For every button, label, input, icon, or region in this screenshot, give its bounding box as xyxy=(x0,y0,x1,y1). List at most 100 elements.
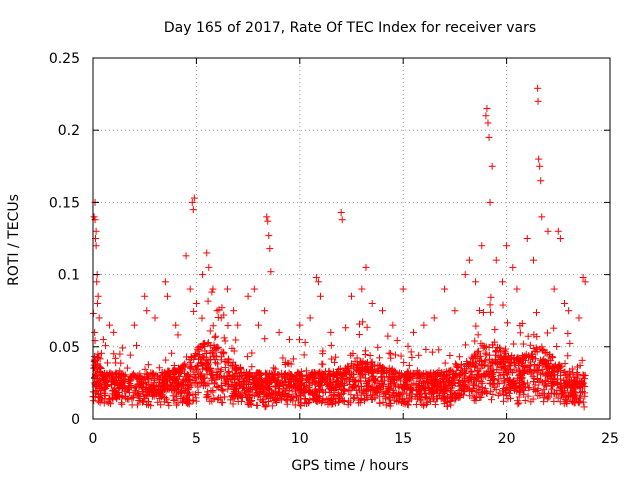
data-point xyxy=(283,384,291,392)
data-point xyxy=(349,375,357,383)
data-point-outlier xyxy=(90,213,98,221)
data-point xyxy=(518,374,526,382)
data-point xyxy=(470,394,478,402)
data-point xyxy=(486,380,494,388)
data-point xyxy=(419,379,427,387)
data-point xyxy=(224,375,232,383)
data-point xyxy=(123,395,131,403)
data-point xyxy=(471,337,479,345)
data-point xyxy=(461,369,469,377)
data-point xyxy=(387,354,395,362)
data-point xyxy=(301,395,309,403)
data-point xyxy=(519,368,527,376)
data-point xyxy=(147,369,155,377)
data-point xyxy=(474,347,482,355)
data-point xyxy=(164,399,172,407)
data-point xyxy=(112,354,120,362)
data-point xyxy=(283,393,291,401)
data-point xyxy=(464,375,472,383)
data-point xyxy=(355,331,363,339)
data-point xyxy=(111,387,119,395)
data-point xyxy=(567,383,575,391)
data-point xyxy=(341,374,349,382)
data-point xyxy=(210,394,218,402)
data-point xyxy=(362,380,370,388)
data-point xyxy=(244,380,252,388)
data-point xyxy=(119,370,127,378)
data-point-outlier xyxy=(130,321,138,329)
chart-title: Day 165 of 2017, Rate Of TEC Index for r… xyxy=(164,20,536,36)
data-point xyxy=(163,395,171,403)
data-point xyxy=(128,394,136,402)
data-point-outlier xyxy=(275,328,283,336)
data-point xyxy=(203,366,211,374)
data-point xyxy=(185,356,193,364)
data-point xyxy=(181,361,189,369)
data-point xyxy=(489,381,497,389)
data-point-outlier xyxy=(534,97,542,105)
data-point xyxy=(353,391,361,399)
data-point xyxy=(154,398,162,406)
data-point xyxy=(318,360,326,368)
data-point xyxy=(467,362,475,370)
data-point xyxy=(330,358,338,366)
data-point xyxy=(155,364,163,372)
data-point xyxy=(301,338,309,346)
data-point xyxy=(211,333,219,341)
data-point xyxy=(476,306,484,314)
data-point xyxy=(270,364,278,372)
data-point xyxy=(336,370,344,378)
data-point xyxy=(351,357,359,365)
data-point xyxy=(550,324,558,332)
data-point xyxy=(242,384,250,392)
data-point xyxy=(109,370,117,378)
data-point xyxy=(543,329,551,337)
data-point-outlier xyxy=(94,299,102,307)
data-point xyxy=(116,381,124,389)
data-point-outlier xyxy=(151,314,159,322)
data-point xyxy=(280,372,288,380)
data-point-outlier xyxy=(498,278,506,286)
data-point xyxy=(328,355,336,363)
data-point xyxy=(529,350,537,358)
data-point-outlier xyxy=(143,307,151,315)
data-point-outlier xyxy=(338,216,346,224)
data-point xyxy=(152,371,160,379)
data-point xyxy=(420,402,428,410)
data-point xyxy=(385,372,393,380)
data-point-outlier xyxy=(205,263,213,271)
data-point xyxy=(429,393,437,401)
data-point xyxy=(236,363,244,371)
data-point-outlier xyxy=(263,213,271,221)
data-point xyxy=(345,386,353,394)
data-point xyxy=(556,398,564,406)
data-point xyxy=(171,396,179,404)
data-point xyxy=(195,351,203,359)
data-point xyxy=(204,339,212,347)
data-point xyxy=(109,395,117,403)
data-point xyxy=(95,354,103,362)
data-point xyxy=(234,398,242,406)
data-point xyxy=(442,374,450,382)
data-point xyxy=(447,401,455,409)
data-point xyxy=(189,391,197,399)
data-point xyxy=(441,392,449,400)
data-point xyxy=(235,382,243,390)
data-point xyxy=(110,350,118,358)
data-point xyxy=(457,371,465,379)
data-point xyxy=(573,369,581,377)
data-point xyxy=(183,399,191,407)
data-point xyxy=(471,350,479,358)
data-point xyxy=(244,353,252,361)
data-point xyxy=(509,377,517,385)
data-point xyxy=(507,354,515,362)
data-point xyxy=(296,391,304,399)
data-point xyxy=(237,392,245,400)
data-point xyxy=(279,382,287,390)
data-point xyxy=(199,340,207,348)
data-point-outlier xyxy=(267,268,275,276)
data-point xyxy=(189,376,197,384)
data-point xyxy=(525,384,533,392)
x-tick-label: 20 xyxy=(498,431,516,447)
